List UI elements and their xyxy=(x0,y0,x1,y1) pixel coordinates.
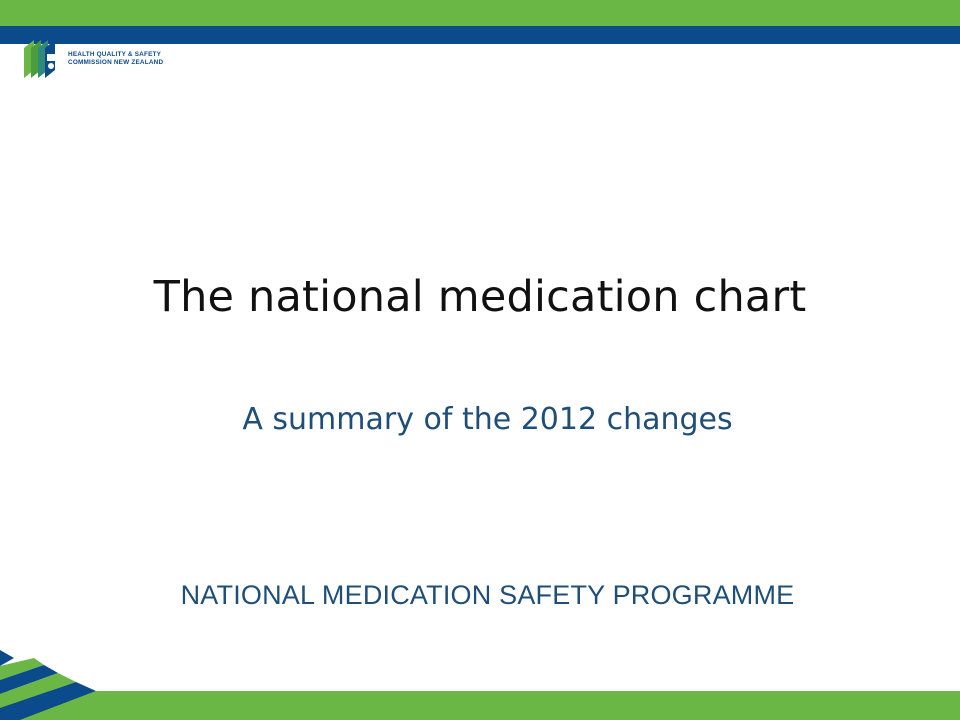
top-blue-band xyxy=(0,26,960,44)
hqsc-logo-icon xyxy=(24,40,55,78)
logo-text-line1: HEALTH QUALITY & SAFETY xyxy=(68,51,162,58)
hqsc-logo: HEALTH QUALITY & SAFETY COMMISSION NEW Z… xyxy=(22,34,182,80)
top-green-band xyxy=(0,0,960,26)
corner-stripes-graphic xyxy=(0,650,110,720)
bottom-green-band xyxy=(0,691,960,720)
slide-subtitle: A summary of the 2012 changes xyxy=(242,402,733,437)
slide-title: The national medication chart xyxy=(153,272,807,322)
logo-text: HEALTH QUALITY & SAFETY COMMISSION NEW Z… xyxy=(68,51,163,67)
programme-name: NATIONAL MEDICATION SAFETY PROGRAMME xyxy=(180,580,795,610)
logo-text-line2: COMMISSION NEW ZEALAND xyxy=(68,59,164,66)
